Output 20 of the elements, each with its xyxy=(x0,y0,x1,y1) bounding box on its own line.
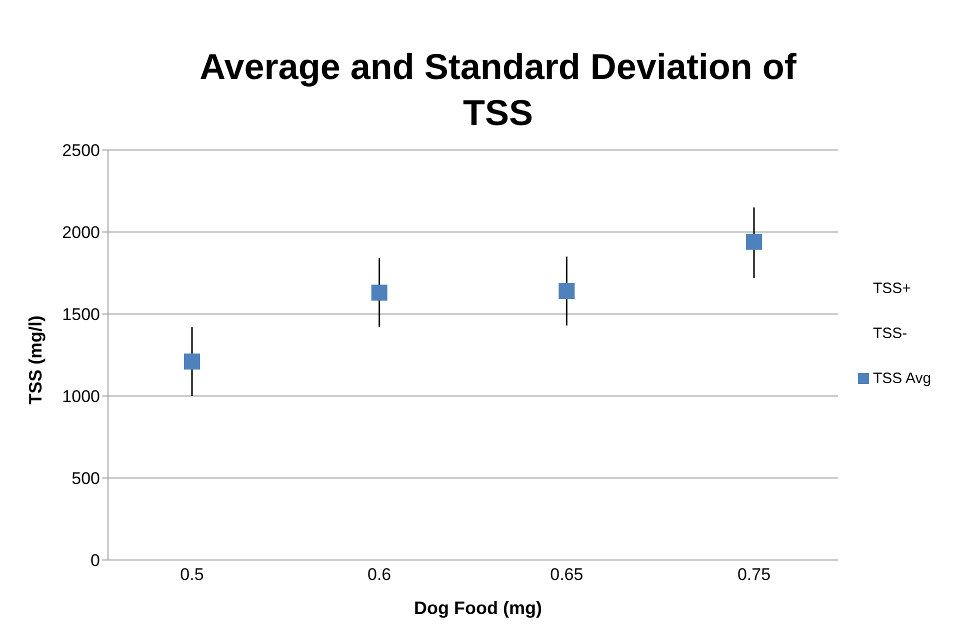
x-tick-label: 0.6 xyxy=(368,565,392,584)
x-tick-label: 0.5 xyxy=(180,565,204,584)
legend-label: TSS+ xyxy=(873,280,911,297)
x-tick-label: 0.65 xyxy=(550,565,584,584)
point xyxy=(558,283,575,300)
point xyxy=(746,234,762,250)
legend-label: TSS Avg xyxy=(873,370,932,387)
y-axis-title: TSS (mg/l) xyxy=(26,316,46,404)
y-tick-label: 2500 xyxy=(62,141,100,160)
y-tick-label: 0 xyxy=(90,551,100,570)
x-axis-title: Dog Food (mg) xyxy=(414,598,542,619)
y-tick-label: 1000 xyxy=(62,387,100,406)
legend-label: TSS- xyxy=(873,325,908,342)
chart-title: Average and Standard Deviation of TSS xyxy=(198,45,798,135)
y-tick-label: 1500 xyxy=(62,305,100,324)
y-tick-label: 500 xyxy=(72,469,100,488)
y-tick-label: 2000 xyxy=(62,223,100,242)
point xyxy=(184,354,200,370)
x-tick-label: 0.75 xyxy=(737,565,771,584)
point xyxy=(371,284,388,301)
